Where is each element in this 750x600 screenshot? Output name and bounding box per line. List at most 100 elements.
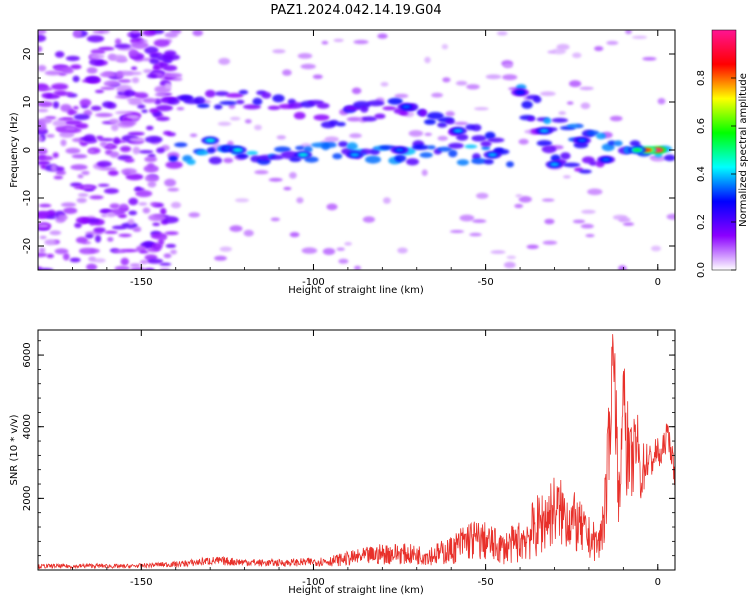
heatmap-cell: [585, 234, 595, 238]
heatmap-cell: [474, 107, 489, 111]
heatmap-cell: [362, 216, 375, 223]
heatmap-cell: [350, 153, 359, 157]
heatmap-cell: [46, 134, 55, 138]
heatmap-cell: [163, 130, 172, 136]
heatmap-cell: [149, 58, 160, 65]
heatmap-cell: [556, 43, 570, 51]
y-tick-label: -10: [22, 190, 33, 206]
heatmap-cell: [411, 144, 430, 150]
heatmap-cell: [120, 120, 137, 126]
heatmap-cell: [60, 104, 72, 112]
heatmap-cell: [119, 203, 129, 210]
heatmap-cell: [196, 103, 210, 109]
heatmap-cell: [55, 91, 73, 96]
heatmap-cell: [437, 122, 448, 128]
heatmap-cell: [288, 102, 304, 109]
heatmap-cell: [141, 109, 148, 113]
heatmap-cell: [38, 247, 46, 254]
heatmap-cell: [449, 230, 465, 233]
snr-frame: [37, 329, 676, 571]
heatmap-cell: [109, 203, 120, 210]
heatmap-cell: [580, 102, 591, 110]
heatmap-cell: [609, 115, 623, 122]
heatmap-cell: [424, 119, 436, 125]
heatmap-cell: [150, 202, 158, 207]
heatmap-cell: [515, 194, 523, 198]
heatmap-cell: [170, 249, 177, 255]
snr-background: [38, 330, 675, 570]
heatmap-cell: [527, 116, 536, 122]
heatmap-cell: [238, 89, 249, 95]
spectrogram-x-axis-label: Height of straight line (km): [288, 285, 424, 296]
heatmap-cell: [38, 45, 43, 53]
colorbar-ticks: 0.0 0.2 0.4 0.6 0.8: [696, 70, 736, 278]
heatmap-cell: [234, 198, 250, 203]
heatmap-cell: [131, 30, 140, 34]
heatmap-cell: [533, 96, 542, 103]
heatmap-cell: [147, 181, 157, 188]
heatmap-cell: [360, 148, 372, 155]
heatmap-cell: [126, 115, 140, 119]
heatmap-cell: [164, 32, 178, 38]
heatmap-cell: [300, 63, 316, 70]
heatmap-cell: [99, 141, 108, 148]
heatmap-cell: [485, 74, 502, 80]
heatmap-cell: [316, 102, 330, 109]
heatmap-cell: [71, 154, 88, 159]
heatmap-cell: [361, 116, 378, 122]
heatmap-cell: [131, 77, 140, 84]
heatmap-cell: [442, 77, 451, 83]
heatmap-cell: [431, 92, 443, 98]
heatmap-cell: [293, 111, 306, 120]
heatmap-cell: [377, 33, 388, 39]
heatmap-cell: [223, 157, 234, 164]
heatmap-cell: [313, 114, 330, 121]
heatmap-cell: [346, 116, 363, 122]
heatmap-cell: [94, 89, 105, 94]
heatmap-cell: [164, 50, 177, 57]
heatmap-cell: [464, 144, 478, 149]
heatmap-cell: [38, 210, 51, 219]
heatmap-cell: [578, 138, 586, 142]
colorbar-tick-label: 0.8: [696, 70, 707, 86]
heatmap-cell: [160, 235, 167, 240]
heatmap-cell: [563, 175, 571, 179]
heatmap-cell: [114, 38, 122, 45]
heatmap-cell: [518, 196, 532, 203]
heatmap-cell: [54, 248, 69, 255]
heatmap-cell: [558, 111, 566, 115]
heatmap-cell: [152, 222, 161, 227]
heatmap-cell: [618, 265, 627, 270]
heatmap-cell: [146, 125, 154, 131]
heatmap-cell: [113, 137, 121, 145]
heatmap-cell: [518, 138, 529, 145]
heatmap-cell: [437, 135, 448, 141]
heatmap-cell: [142, 30, 156, 37]
figure-title: PAZ1.2024.042.14.19.G04: [270, 3, 441, 18]
heatmap-cell: [144, 46, 159, 55]
heatmap-cell: [642, 57, 657, 61]
heatmap-cell: [114, 265, 130, 270]
heatmap-cell: [164, 178, 177, 187]
heatmap-cell: [344, 242, 352, 246]
heatmap-cell: [60, 202, 77, 207]
heatmap-cell: [79, 98, 92, 107]
snr-panel: -150 -100 -50 0 2000 4000 6000 Height of strai…: [9, 329, 676, 596]
heatmap-cell: [354, 265, 361, 270]
heatmap-cell: [351, 87, 362, 95]
heatmap-cell: [484, 131, 496, 140]
heatmap-cell: [38, 136, 44, 142]
heatmap-cell: [289, 232, 300, 238]
y-tick-label: 20: [22, 48, 33, 61]
heatmap-cell: [261, 92, 272, 99]
colorbar: 0.0 0.2 0.4 0.6 0.8 Normalized spectral ampl…: [696, 29, 749, 278]
heatmap-cell: [109, 151, 120, 158]
heatmap-cell: [80, 137, 92, 141]
heatmap-cell: [126, 97, 143, 102]
heatmap-cell: [551, 117, 569, 123]
heatmap-cell: [89, 248, 100, 254]
heatmap-cell: [89, 195, 104, 200]
heatmap-cell: [139, 150, 154, 154]
